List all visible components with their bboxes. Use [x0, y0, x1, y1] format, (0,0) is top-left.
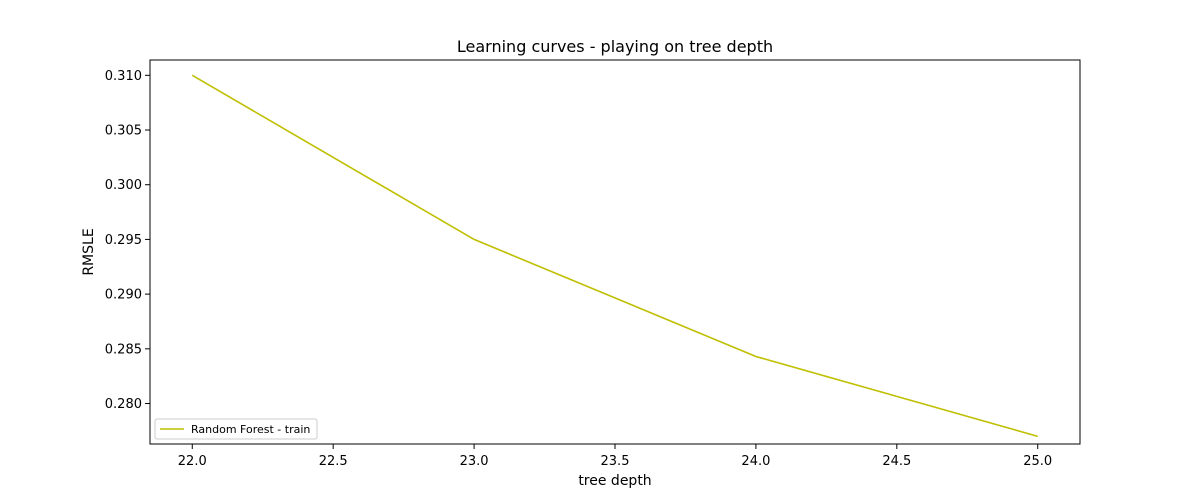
x-axis-label: tree depth	[578, 473, 651, 489]
y-tick-label: 0.290	[105, 288, 142, 303]
y-tick-label: 0.285	[105, 342, 142, 357]
x-axis-ticks: 22.0 22.5 23.0 23.5 24.0 24.5 25.0	[178, 444, 1052, 469]
x-tick-label: 23.0	[460, 454, 489, 469]
x-tick-label: 22.5	[319, 454, 348, 469]
y-axis-ticks: 0.280 0.285 0.290 0.295 0.300 0.305 0.310	[105, 69, 150, 412]
y-tick-label: 0.310	[105, 69, 142, 84]
x-tick-label: 23.5	[601, 454, 630, 469]
x-tick-label: 24.0	[741, 454, 770, 469]
y-axis-label: RMSLE	[81, 228, 97, 275]
legend-label-random-forest-train: Random Forest - train	[191, 423, 310, 436]
y-tick-label: 0.295	[105, 233, 142, 248]
legend: Random Forest - train	[154, 418, 318, 440]
y-tick-label: 0.300	[105, 178, 142, 193]
series-layer	[191, 74, 1038, 438]
legend-box	[154, 418, 318, 440]
series-line-random-forest-train	[191, 74, 1038, 438]
y-tick-label: 0.280	[105, 397, 142, 412]
x-tick-label: 22.0	[178, 454, 207, 469]
x-tick-label: 24.5	[882, 454, 911, 469]
chart-title: Learning curves - playing on tree depth	[457, 37, 773, 56]
plot-area: 22.0 22.5 23.0 23.5 24.0 24.5 25.0 0.2800.2850…	[105, 59, 1081, 469]
y-tick-label: 0.305	[105, 124, 142, 139]
x-tick-label: 25.0	[1023, 454, 1052, 469]
plot-frame	[149, 59, 1081, 445]
